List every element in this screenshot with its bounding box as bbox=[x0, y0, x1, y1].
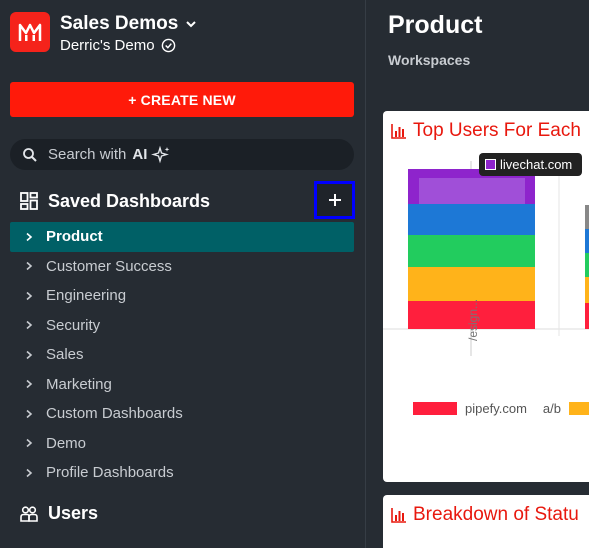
users-header[interactable]: Users bbox=[20, 503, 98, 524]
legend-swatch-ab bbox=[568, 402, 589, 415]
bar2-segment-red bbox=[585, 303, 589, 329]
add-dashboard-button[interactable] bbox=[314, 181, 355, 219]
chevron-down-icon bbox=[186, 21, 197, 28]
sidebar-item-demo[interactable]: Demo bbox=[10, 429, 354, 459]
saved-dashboards-header: Saved Dashboards bbox=[20, 188, 360, 214]
chevron-right-icon bbox=[26, 321, 33, 330]
search-ai-label: AI bbox=[132, 146, 148, 163]
bar2-segment-blue bbox=[585, 229, 589, 253]
search-placeholder: Search with bbox=[48, 146, 127, 163]
bar-segment-purple-highlight bbox=[419, 178, 525, 204]
bar-segment-green bbox=[408, 235, 535, 267]
sidebar: Sales Demos Derric's Demo + CREATE NEW S… bbox=[10, 0, 366, 548]
legend-label-pipefy[interactable]: pipefy.com bbox=[465, 401, 527, 416]
sidebar-item-label: Custom Dashboards bbox=[46, 405, 183, 423]
chevron-right-icon bbox=[26, 291, 33, 300]
bar-segment-red bbox=[408, 301, 535, 329]
workspace-title: Sales Demos bbox=[60, 13, 179, 34]
chevron-right-icon bbox=[26, 350, 33, 359]
page-title: Product bbox=[388, 11, 483, 39]
workspace-switcher[interactable]: Sales Demos bbox=[60, 13, 198, 35]
sidebar-item-product[interactable]: Product bbox=[10, 222, 354, 252]
tooltip-swatch bbox=[485, 159, 496, 170]
x-tick-label: /esign... bbox=[466, 298, 480, 341]
dashboard-card-breakdown[interactable]: Breakdown of Statu bbox=[383, 495, 589, 548]
verified-check-icon bbox=[161, 38, 175, 53]
chevron-right-icon bbox=[26, 409, 33, 418]
sidebar-item-profile-dashboards[interactable]: Profile Dashboards bbox=[10, 458, 354, 488]
bar2-segment-gray bbox=[585, 205, 589, 229]
chart-legend: pipefy.com a/b bbox=[413, 401, 589, 416]
sparkle-icon bbox=[151, 145, 170, 163]
sidebar-item-label: Product bbox=[46, 228, 103, 246]
legend-label-ab[interactable]: a/b bbox=[542, 401, 561, 416]
workspace-subtitle-row[interactable]: Derric's Demo bbox=[60, 37, 176, 54]
sidebar-item-label: Marketing bbox=[46, 375, 112, 393]
chevron-right-icon bbox=[26, 232, 33, 241]
workspace-subtitle: Derric's Demo bbox=[60, 37, 155, 54]
sidebar-item-engineering[interactable]: Engineering bbox=[10, 281, 354, 311]
sidebar-item-label: Demo bbox=[46, 434, 87, 452]
bar2-segment-green bbox=[585, 253, 589, 277]
bar-chart-icon bbox=[391, 124, 406, 139]
bar-segment-blue bbox=[408, 204, 535, 235]
create-new-button[interactable]: + CREATE NEW bbox=[10, 82, 354, 117]
sidebar-item-security[interactable]: Security bbox=[10, 311, 354, 341]
app-logo-icon[interactable] bbox=[10, 12, 50, 52]
chevron-right-icon bbox=[26, 262, 33, 271]
dashboard-grid-icon bbox=[20, 192, 38, 210]
search-icon bbox=[23, 147, 37, 162]
sidebar-item-label: Profile Dashboards bbox=[46, 464, 174, 482]
users-icon bbox=[20, 505, 38, 522]
legend-swatch-pipefy bbox=[413, 402, 457, 415]
sidebar-item-marketing[interactable]: Marketing bbox=[10, 370, 354, 400]
chevron-right-icon bbox=[26, 468, 33, 477]
sidebar-item-label: Engineering bbox=[46, 287, 127, 305]
sidebar-item-label: Sales bbox=[46, 346, 84, 364]
users-label: Users bbox=[48, 503, 99, 523]
chevron-right-icon bbox=[26, 380, 33, 389]
plus-icon bbox=[328, 194, 341, 206]
chevron-right-icon bbox=[26, 439, 33, 448]
sidebar-item-label: Customer Success bbox=[46, 257, 172, 275]
card-title: Breakdown of Statu bbox=[413, 504, 579, 525]
sidebar-item-customer-success[interactable]: Customer Success bbox=[10, 252, 354, 282]
saved-dashboards-label: Saved Dashboards bbox=[48, 190, 211, 211]
sidebar-item-label: Security bbox=[46, 316, 101, 334]
dashboard-card-top-users[interactable]: Top Users For Each livechat.com /esign..… bbox=[383, 111, 589, 482]
card-title-row: Top Users For Each bbox=[391, 120, 581, 142]
bar-segment-yellow bbox=[408, 267, 535, 301]
chart-tooltip: livechat.com bbox=[479, 153, 583, 176]
sidebar-item-sales[interactable]: Sales bbox=[10, 340, 354, 370]
breadcrumb[interactable]: Workspaces bbox=[388, 52, 471, 68]
saved-dashboards-list: Product Customer Success Engineering Sec… bbox=[10, 222, 354, 488]
card-title: Top Users For Each bbox=[413, 120, 581, 141]
bar-chart-icon bbox=[391, 508, 406, 523]
card-title-row: Breakdown of Statu bbox=[391, 504, 579, 526]
tooltip-label: livechat.com bbox=[500, 157, 573, 172]
sidebar-item-custom-dashboards[interactable]: Custom Dashboards bbox=[10, 399, 354, 429]
search-ai-input[interactable]: Search with AI bbox=[10, 139, 354, 170]
bar2-segment-yellow bbox=[585, 277, 589, 303]
